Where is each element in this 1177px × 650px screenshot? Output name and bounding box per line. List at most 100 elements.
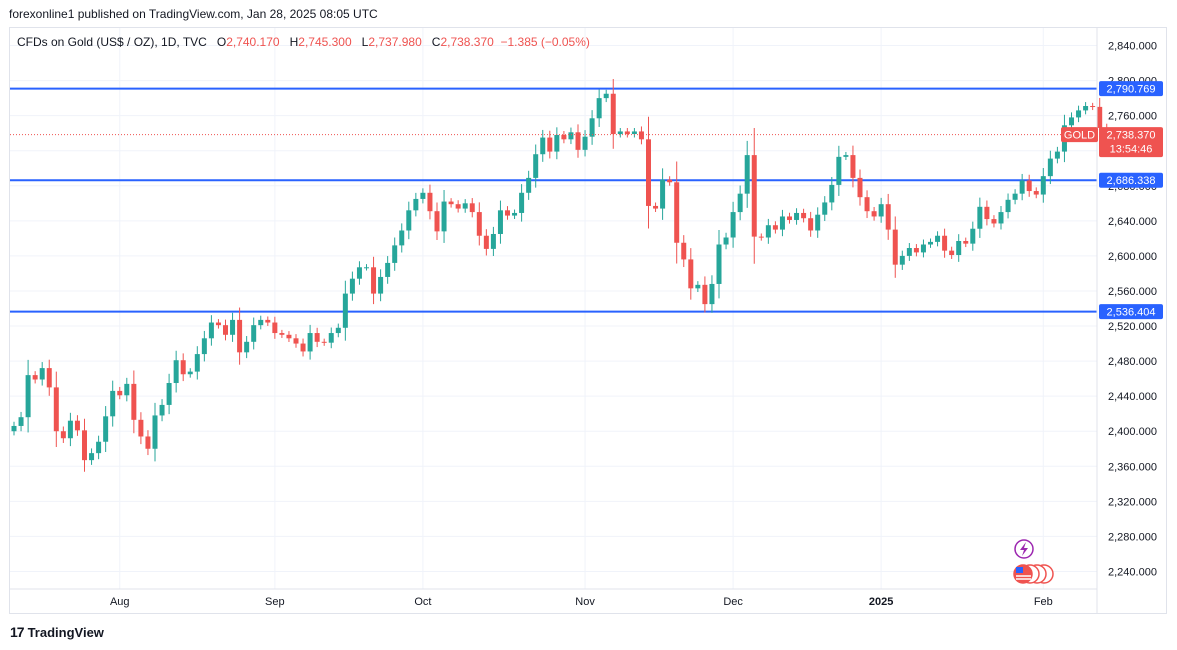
y-tick-label: 2,520.000 [1108, 321, 1157, 333]
candle-body [1069, 117, 1074, 126]
candle-body [180, 360, 186, 375]
candle-body [1012, 193, 1018, 200]
candle-body [46, 368, 52, 388]
candle-body [413, 198, 419, 211]
candle-body [490, 233, 496, 249]
candle-body [617, 131, 623, 135]
candle-body [455, 204, 461, 209]
candle-body [244, 341, 250, 353]
last-price-label: 2,738.370 [1107, 130, 1156, 142]
candle-body [187, 371, 193, 375]
candle-body [82, 430, 87, 461]
candle-body [279, 333, 285, 335]
tradingview-logo-text: TradingView [27, 624, 104, 640]
candle-body [406, 210, 412, 231]
candle-body [582, 136, 588, 150]
candle-body [646, 139, 651, 206]
y-tick-label: 2,840.000 [1108, 41, 1157, 53]
candle-body [364, 267, 369, 269]
candle-body [779, 216, 785, 230]
candle-body [843, 155, 849, 157]
x-tick-label: Feb [1034, 596, 1053, 608]
candle-body [166, 383, 172, 405]
open-value: 2,740.170 [226, 35, 280, 49]
candlesticks [11, 79, 1117, 472]
level-badge-label: 2,536.404 [1107, 307, 1156, 319]
candle-body [857, 177, 863, 198]
candle-body [18, 417, 24, 426]
candle-body [794, 212, 800, 220]
candle-body [836, 156, 842, 185]
candle-body [744, 155, 750, 194]
candle-body [561, 134, 567, 140]
candle-body [751, 155, 757, 237]
candle-body [469, 203, 475, 213]
candle-body [1026, 180, 1032, 192]
candle-body [392, 245, 398, 263]
candle-body [131, 383, 137, 420]
candle-body [568, 132, 574, 140]
candle-body [307, 333, 313, 352]
candle-body [349, 278, 355, 294]
level-badge [1099, 304, 1163, 320]
candle-body [991, 219, 997, 224]
candle-body [293, 338, 299, 344]
candle-body [300, 343, 306, 352]
candle-body [512, 212, 518, 216]
candle-body [681, 242, 687, 260]
candle-body [716, 244, 722, 284]
candle-body [89, 453, 95, 461]
candle-body [723, 237, 729, 245]
candle-body [885, 204, 891, 230]
candle-body [194, 354, 200, 372]
candle-body [822, 202, 828, 215]
candle-body [505, 210, 510, 216]
y-tick-label: 2,280.000 [1108, 531, 1157, 543]
candle-body [547, 137, 553, 152]
chart-frame[interactable] [9, 27, 1167, 614]
symbol-badge [1061, 127, 1098, 143]
candle-body [1076, 110, 1082, 118]
candle-body [39, 368, 45, 380]
candle-body [1005, 199, 1011, 213]
time-axis: Aug Sep Oct Nov Dec 2025 Feb [10, 588, 1097, 608]
candle-body [624, 131, 630, 135]
y-tick-label: 2,760.000 [1108, 111, 1157, 123]
candle-body [1054, 151, 1060, 159]
candle-body [949, 250, 955, 256]
candle-body [237, 319, 243, 353]
published-caption: forexonline1 published on TradingView.co… [9, 7, 378, 21]
candle-body [385, 262, 391, 277]
tradingview-logo[interactable]: 17 TradingView [10, 624, 104, 640]
candle-body [702, 284, 708, 305]
candle-body [117, 390, 123, 396]
candle-body [1040, 176, 1046, 195]
candle-body [892, 229, 898, 265]
candle-body [998, 212, 1004, 224]
candle-body [1097, 106, 1103, 128]
horizontal-levels [10, 87, 1097, 313]
candle-body [899, 255, 905, 265]
candle-body [695, 284, 701, 289]
level-badge [1099, 172, 1163, 188]
tradingview-logo-icon: 17 [10, 624, 25, 640]
candle-body [878, 204, 884, 217]
y-tick-label: 2,480.000 [1108, 356, 1157, 368]
y-tick-label: 2,400.000 [1108, 426, 1157, 438]
candle-body [660, 179, 666, 209]
candle-body [1083, 106, 1089, 111]
gridlines [10, 28, 1097, 589]
candle-body [441, 201, 447, 232]
candle-body [596, 98, 602, 119]
candle-body [11, 425, 17, 432]
y-tick-label: 2,240.000 [1108, 566, 1157, 578]
candle-body [765, 225, 771, 238]
axis-badges: 2,790.769 2,686.338 2,536.404 GOLD 2,738.370… [1061, 81, 1163, 320]
open-label: O [216, 35, 227, 49]
candle-body [638, 131, 644, 140]
candle-body [335, 327, 341, 334]
candle-body [653, 205, 659, 209]
candle-body [74, 420, 80, 431]
candle-body [864, 197, 870, 212]
